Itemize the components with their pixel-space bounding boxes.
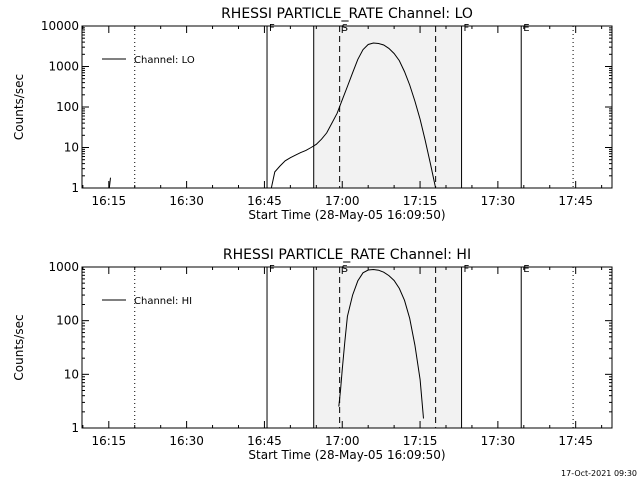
shaded-interval <box>313 26 462 188</box>
plot-frame <box>81 25 613 189</box>
footer-timestamp: 17-Oct-2021 09:30 <box>561 469 637 478</box>
marker-label: E <box>523 23 529 34</box>
y-axis-label: Counts/sec <box>12 314 26 380</box>
y-tick-label: 1 <box>71 181 79 195</box>
x-axis-label: Start Time (28-May-05 16:09:50) <box>248 208 445 222</box>
marker-label: S <box>342 264 348 275</box>
legend-label: Channel: HI <box>134 296 192 307</box>
y-tick-label: 10 <box>64 141 79 155</box>
y-tick-label: 100 <box>56 314 79 328</box>
marker-label: F <box>269 264 275 275</box>
x-tick-label: 16:45 <box>247 194 282 208</box>
y-axis-label: Counts/sec <box>12 74 26 140</box>
legend-label: Channel: LO <box>134 55 195 66</box>
x-tick-label: 16:45 <box>247 434 282 448</box>
chart-panel-0: RHESSI PARTICLE_RATE Channel: LO 16:15 16:… <box>12 6 613 222</box>
marker-label: F <box>464 264 470 275</box>
y-tick-label: 1 <box>71 421 79 435</box>
series-line <box>270 42 437 188</box>
y-tick-label: 100 <box>56 100 79 114</box>
series-line <box>108 177 111 188</box>
x-tick-label: 16:15 <box>92 434 127 448</box>
chart-title: RHESSI PARTICLE_RATE Channel: HI <box>223 247 471 263</box>
shaded-interval <box>313 267 462 428</box>
marker-label: S <box>342 23 348 34</box>
y-tick-label: 1000 <box>48 260 79 274</box>
marker-label: F <box>269 23 275 34</box>
x-tick-label: 17:30 <box>481 434 516 448</box>
chart-panel-1: RHESSI PARTICLE_RATE Channel: HI 16:15 16:… <box>12 247 613 462</box>
chart-title: RHESSI PARTICLE_RATE Channel: LO <box>221 6 473 22</box>
x-tick-label: 16:15 <box>92 194 127 208</box>
y-tick-label: 10000 <box>41 19 79 33</box>
x-tick-label: 16:30 <box>169 194 204 208</box>
marker-label: F <box>464 23 470 34</box>
x-tick-label: 17:45 <box>558 194 593 208</box>
x-tick-label: 17:30 <box>481 194 516 208</box>
x-tick-label: 16:30 <box>169 434 204 448</box>
y-tick-label: 1000 <box>48 60 79 74</box>
x-tick-label: 17:00 <box>325 434 360 448</box>
x-tick-label: 17:15 <box>403 434 438 448</box>
plot-frame <box>81 266 613 429</box>
x-tick-label: 17:45 <box>558 434 593 448</box>
series-line <box>338 268 424 419</box>
y-tick-label: 10 <box>64 367 79 381</box>
marker-label: E <box>523 264 529 275</box>
x-tick-label: 17:15 <box>403 194 438 208</box>
x-tick-label: 17:00 <box>325 194 360 208</box>
x-axis-label: Start Time (28-May-05 16:09:50) <box>248 448 445 462</box>
